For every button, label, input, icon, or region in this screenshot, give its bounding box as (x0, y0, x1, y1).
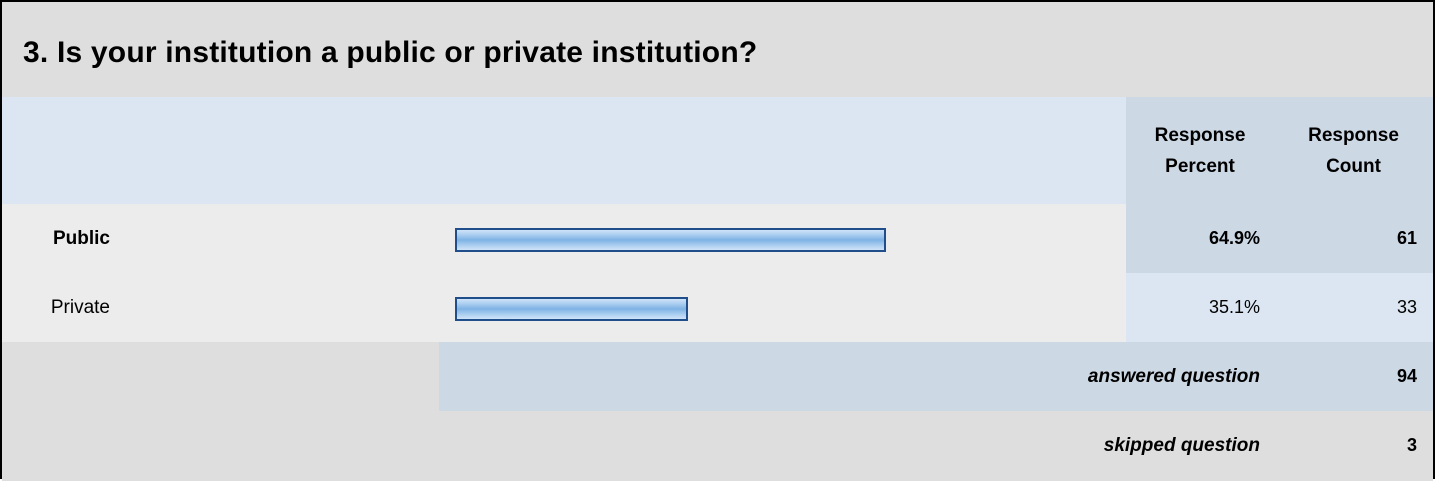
answer-row-bar-area: Public (2, 204, 1126, 273)
answered-question-label: answered question (1087, 366, 1260, 387)
response-count-header: Response Count (1274, 97, 1433, 204)
answer-row-public: Public 64.9% 61 (2, 204, 1433, 273)
response-percent-public: 64.9% (1126, 204, 1274, 273)
answered-blank-cell (2, 342, 439, 411)
answered-question-count: 94 (1396, 366, 1417, 386)
skipped-question-row: skipped question 3 (2, 411, 1433, 481)
bar-private (455, 297, 688, 321)
response-percent-header-line1: Response (1154, 124, 1246, 146)
table-header-row: Response Percent Response Count (2, 97, 1433, 204)
response-percent-header-line2: Percent (1165, 155, 1235, 177)
response-percent-header: Response Percent (1126, 97, 1274, 204)
answer-row-private: Private 35.1% 33 (2, 273, 1433, 342)
answer-label-private: Private (50, 297, 110, 318)
response-count-private: 33 (1274, 273, 1433, 342)
answered-band (439, 342, 1433, 411)
answered-question-row: answered question 94 (2, 342, 1433, 411)
skipped-question-count: 3 (1406, 435, 1417, 455)
header-blank-cell (2, 97, 1126, 204)
response-count-header-line2: Count (1326, 155, 1381, 177)
bar-public (455, 228, 886, 252)
answer-label-public: Public (52, 228, 110, 249)
response-count-header-line1: Response (1308, 124, 1399, 146)
question-title: 3. Is your institution a public or priva… (23, 36, 758, 69)
skipped-question-label: skipped question (1103, 435, 1260, 456)
response-count-public: 61 (1274, 204, 1433, 273)
response-percent-private: 35.1% (1126, 273, 1274, 342)
title-band: 3. Is your institution a public or priva… (2, 2, 1433, 97)
answer-row-bar-area: Private (2, 273, 1126, 342)
